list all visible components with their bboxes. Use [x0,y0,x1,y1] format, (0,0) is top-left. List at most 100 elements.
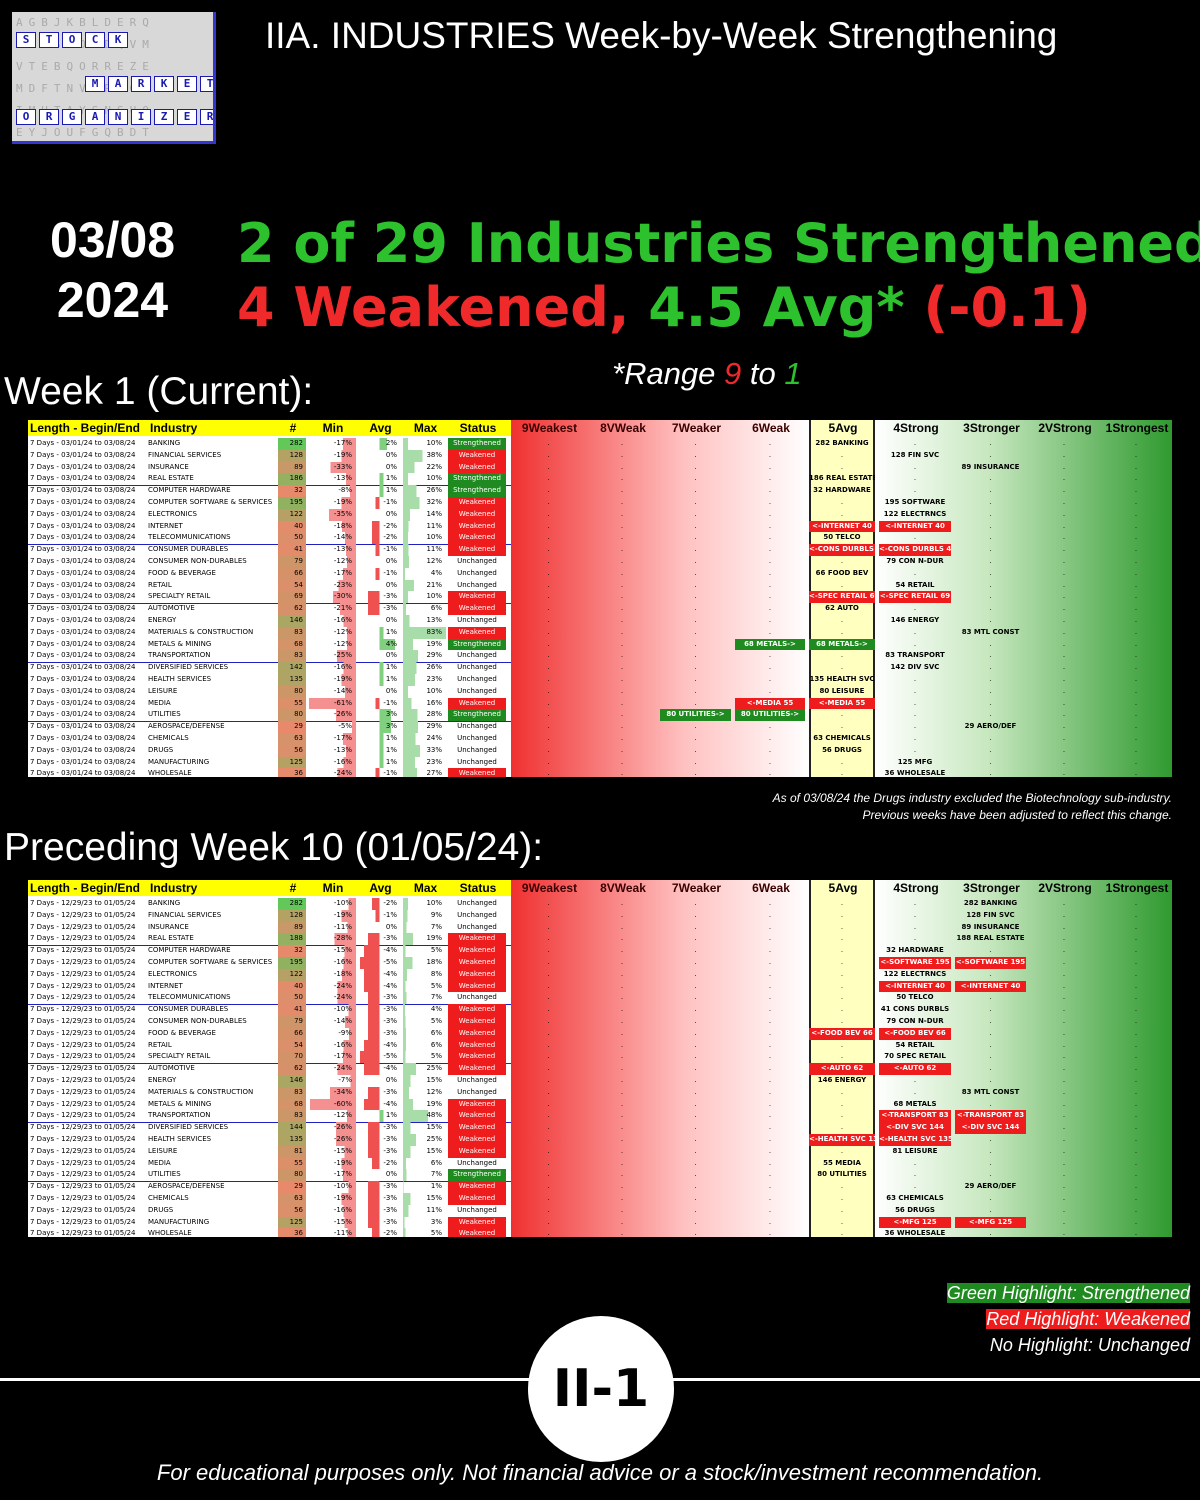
week10-table: Length - Begin/End Industry # Min Avg Max Stat… [28,880,1172,1237]
bucket-empty: . [694,1017,697,1025]
bucket-empty: . [694,698,697,707]
min-cell: -15% [308,1145,356,1158]
bucket-empty: . [620,592,624,601]
status-badge: Unchanged [457,910,497,919]
period-cell: 7 Days - 12/29/23 to 01/05/24 [30,1087,136,1096]
bucket-empty: . [840,627,844,636]
industry-cell: MANUFACTURING [148,757,210,766]
note-line-2: Previous weeks have been adjusted to ref… [862,808,1172,822]
bucket-empty: . [1062,580,1066,589]
max-cell: 7% [403,992,446,1005]
bucket-empty: . [620,1135,624,1143]
bucket-empty: . [1062,757,1066,766]
bucket-empty: . [547,1064,550,1073]
bucket-empty: . [840,899,844,907]
bucket-empty: . [989,745,992,754]
headline: 2 of 29 Industries Strengthened, 4 Weake… [237,212,1200,340]
bucket-empty: . [1134,899,1138,907]
bucket-empty: . [694,757,697,766]
min-cell: -24% [308,768,356,777]
bucket-empty: . [913,910,917,919]
bucket-empty: . [989,439,992,447]
count-cell: 186 [278,473,306,486]
max-cell: 19% [403,1098,446,1111]
bucket-label: 32 HARDWARE [886,946,944,955]
bucket-empty: . [768,722,772,731]
group-separator [28,1004,511,1006]
table-row: 7 Days - 12/29/23 to 01/05/24 METALS & MI… [28,1098,1172,1111]
max-cell: 6% [403,1027,446,1040]
count-cell: 69 [278,591,306,604]
bucket-empty: . [1062,722,1066,731]
period-cell: 7 Days - 12/29/23 to 01/05/24 [30,993,136,1002]
bucket-empty: . [694,981,697,990]
bucket-empty: . [768,1040,772,1049]
count-cell: 40 [278,520,306,533]
bucket-empty: . [694,580,697,589]
max-cell: 12% [403,556,446,568]
logo-letter: A [108,76,128,92]
bucket-empty: . [768,993,772,1002]
bucket-empty: . [1134,1052,1138,1061]
max-cell: 8% [403,968,446,981]
bucket-empty: . [989,545,992,554]
bucket-empty: . [768,686,772,695]
bucket-empty: . [989,486,992,495]
bucket-label: <-MFG 125 [879,1216,951,1229]
bucket-empty: . [547,675,550,683]
bucket-label: 79 CON N-DUR [886,1017,944,1025]
bucket-empty: . [1062,568,1066,577]
status-badge: Weakened [448,1016,506,1028]
period-cell: 7 Days - 03/01/24 to 03/08/24 [30,639,136,648]
table-row: 7 Days - 03/01/24 to 03/08/24 ENERGY 146 -1… [28,615,1172,627]
bucket-label: 79 CON N-DUR [886,557,944,565]
min-cell: -14% [308,532,356,545]
period-cell: 7 Days - 12/29/23 to 01/05/24 [30,922,136,931]
bucket-empty: . [547,1146,550,1155]
period-cell: 7 Days - 12/29/23 to 01/05/24 [30,1040,136,1049]
avg-cell: 1% [358,662,401,674]
max-cell: 25% [403,1134,446,1146]
bucket-empty: . [913,1170,917,1179]
group-separator [28,1063,511,1065]
min-cell: -14% [308,1016,356,1028]
bucket-empty: . [620,675,624,683]
bucket-empty: . [840,722,844,731]
count-cell: 29 [278,721,306,733]
bucket-empty: . [913,710,917,719]
bucket-empty: . [547,1217,550,1226]
bucket-label: 128 FIN SVC [890,450,940,459]
bucket-empty: . [620,439,624,447]
period-cell: 7 Days - 03/01/24 to 03/08/24 [30,474,136,483]
bucket-empty: . [1134,439,1138,447]
bucket-empty: . [620,474,624,483]
period-cell: 7 Days - 03/01/24 to 03/08/24 [30,616,136,624]
avg-cell: -2% [358,532,401,545]
min-cell: -13% [308,544,356,556]
bucket-empty: . [768,1123,772,1132]
bucket-empty: . [620,710,624,719]
bucket-empty: . [989,1099,992,1108]
table-row: 7 Days - 12/29/23 to 01/05/24 FINANCIAL S… [28,909,1172,922]
industry-cell: CHEMICALS [148,734,189,742]
industry-cell: SPECIALTY RETAIL [148,592,211,601]
bucket-empty: . [620,722,624,731]
period-cell: 7 Days - 12/29/23 to 01/05/24 [30,1135,136,1143]
min-cell: -16% [308,957,356,969]
table-row: 7 Days - 03/01/24 to 03/08/24 AUTOMOTIVE 6… [28,603,1172,615]
logo-letter: Z [154,109,174,125]
column-header: 7Weaker [671,421,722,435]
bucket-empty: . [989,1028,992,1037]
period-cell: 7 Days - 03/01/24 to 03/08/24 [30,745,136,754]
industry-cell: COMPUTER HARDWARE [148,946,231,955]
max-cell: 1% [403,1181,446,1193]
table-row: 7 Days - 03/01/24 to 03/08/24 RETAIL 54 -23… [28,579,1172,592]
bucket-empty: . [620,557,624,565]
avg-cell: 0% [385,580,397,589]
bucket-empty: . [768,981,772,990]
max-cell: 6% [403,1157,446,1170]
status-badge: Weakened [448,697,506,710]
bucket-empty: . [547,710,550,719]
count-cell: 66 [278,1027,306,1040]
bucket-empty: . [620,580,624,589]
